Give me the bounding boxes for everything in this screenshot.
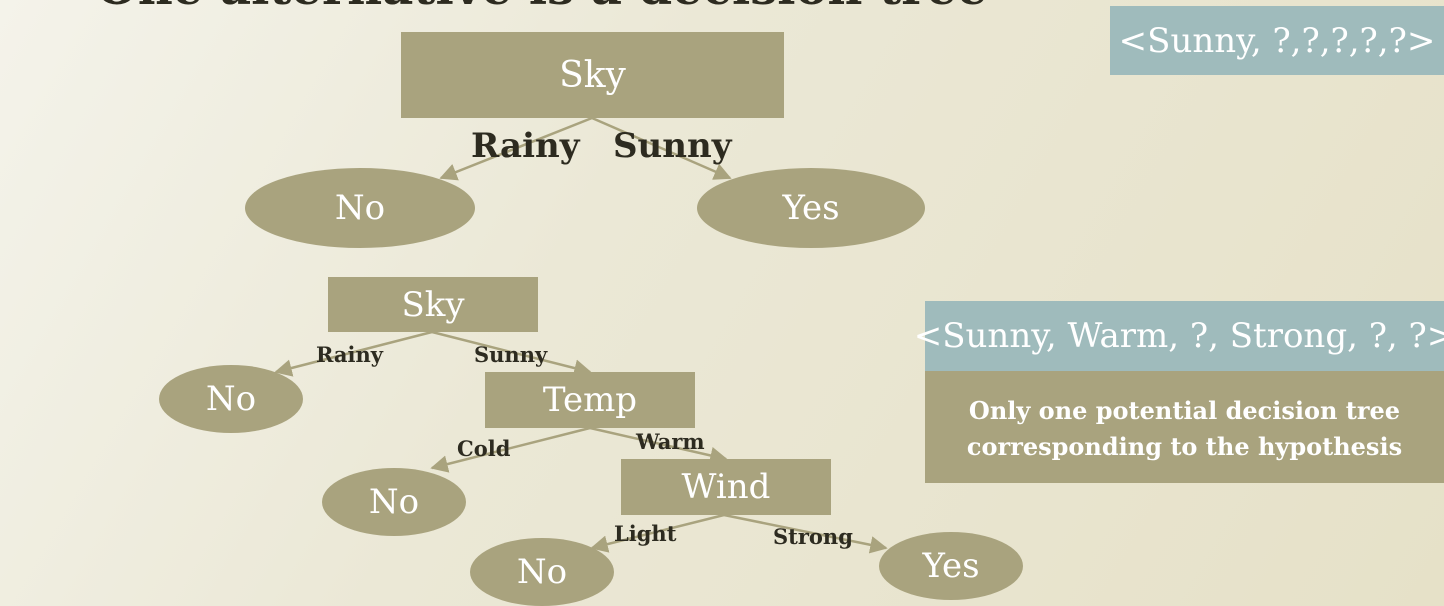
tree2-edge-label-rainy: Rainy [316, 342, 383, 367]
tree2-edge-label-strong: Strong [773, 524, 853, 549]
tree2-edge-label-cold: Cold [457, 436, 511, 461]
tree1-edge-label-sunny: Sunny [613, 126, 732, 166]
slide-title: One alternative is a decision tree [96, 0, 988, 16]
tree2-edge-label-sunny: Sunny [474, 342, 548, 367]
tree2-edge-label-warm: Warm [636, 429, 705, 454]
tree2-leaf-no-light: No [470, 538, 614, 606]
hypothesis-note-line2: corresponding to the hypothesis [966, 432, 1403, 461]
hypothesis-note: Only one potential decision tree corresp… [925, 371, 1444, 483]
tree2-root-sky: Sky [328, 277, 538, 332]
tree1-root-sky: Sky [401, 32, 784, 118]
hypothesis-box-2: <Sunny, Warm, ?, Strong, ?, ?> [914, 301, 1444, 371]
tree2-leaf-no-cold: No [322, 468, 466, 536]
edge-tree2-sunny [431, 330, 592, 377]
edge-tree2-warm [589, 426, 728, 465]
edge-tree2-light [590, 513, 725, 553]
edge-tree2-cold [430, 426, 591, 473]
hypothesis-box-1: <Sunny, ?,?,?,?,?> [1110, 6, 1444, 75]
tree2-leaf-no-rainy: No [159, 365, 303, 433]
tree1-leaf-no: No [245, 168, 475, 248]
edge-tree1-rainy [439, 116, 593, 181]
tree1-edge-label-rainy: Rainy [471, 126, 580, 166]
tree1-leaf-yes: Yes [697, 168, 925, 248]
edge-tree2-rainy [274, 330, 433, 377]
edge-tree2-strong [723, 513, 888, 554]
tree2-edge-label-light: Light [614, 521, 677, 546]
tree2-node-wind: Wind [621, 459, 831, 515]
tree2-leaf-yes-strong: Yes [879, 532, 1023, 600]
tree2-node-temp: Temp [485, 372, 695, 428]
hypothesis-note-line1: Only one potential decision tree [968, 396, 1401, 425]
edge-tree1-sunny [591, 116, 732, 180]
